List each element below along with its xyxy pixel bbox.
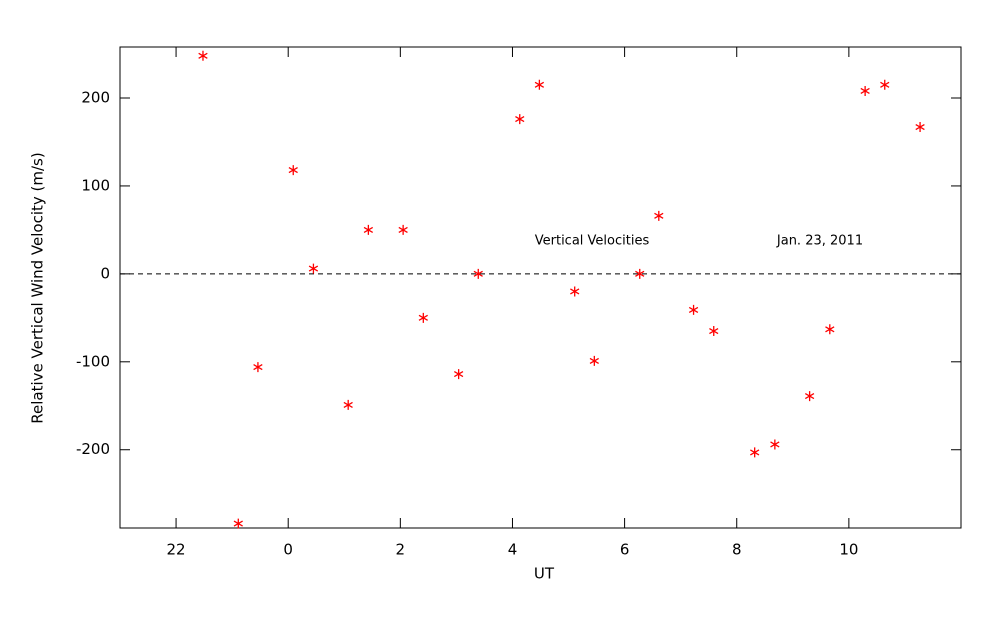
point [233, 518, 243, 529]
annotation: Jan. 23, 2011 [776, 234, 863, 249]
x-tick-label: 2 [396, 541, 406, 559]
point [288, 165, 298, 176]
y-tick-label: 200 [81, 89, 110, 107]
x-tick-label: 4 [508, 541, 518, 559]
point [570, 286, 580, 297]
y-tick-label: -100 [76, 352, 110, 370]
x-axis-label: UT [534, 565, 555, 583]
point [654, 210, 664, 221]
point [308, 263, 319, 274]
annotation: Vertical Velocities [535, 234, 650, 249]
y-axis-label: Relative Vertical Wind Velocity (m/s) [29, 152, 47, 423]
point [253, 362, 263, 373]
y-tick-label: -200 [76, 440, 110, 458]
point [418, 312, 428, 323]
point [915, 122, 925, 133]
point [860, 85, 870, 96]
plot-frame [119, 46, 962, 529]
x-tick-label: 0 [283, 541, 293, 559]
y-tick-label: 100 [81, 176, 110, 194]
point [343, 399, 353, 410]
point [363, 224, 374, 235]
x-tick-label: 10 [839, 541, 858, 559]
x-tick-label: 22 [167, 541, 186, 559]
x-tick-label: 6 [620, 541, 630, 559]
point [534, 79, 545, 90]
point [398, 224, 408, 235]
y-tick-label: 0 [100, 264, 110, 282]
point [804, 391, 815, 402]
point [750, 447, 760, 458]
point [515, 114, 525, 125]
point [198, 50, 208, 61]
x-tick-label: 8 [732, 541, 742, 559]
point [709, 326, 719, 337]
point [635, 268, 645, 279]
point [825, 324, 835, 335]
point [473, 268, 483, 279]
point [589, 355, 599, 366]
point [453, 369, 464, 380]
point [770, 439, 780, 450]
point [880, 79, 890, 90]
point [688, 304, 699, 315]
